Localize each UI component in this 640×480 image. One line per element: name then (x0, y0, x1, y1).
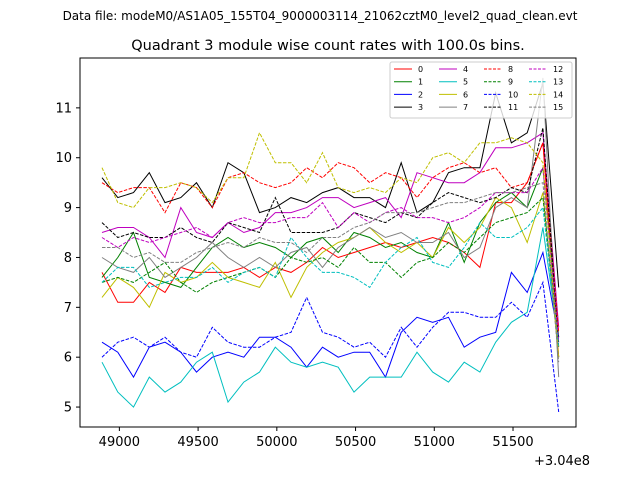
legend-frame (389, 61, 573, 119)
figure-suptitle: Data file: modeM0/AS1A05_155T04_90000031… (63, 9, 578, 23)
legend-label-5: 5 (463, 78, 468, 87)
x-tick-label: 49000 (99, 435, 140, 450)
legend-label-12: 12 (553, 65, 563, 74)
x-tick-label: 51500 (492, 435, 533, 450)
x-tick-label: 49500 (177, 435, 218, 450)
series-line-15 (102, 182, 560, 363)
legend-label-3: 3 (418, 103, 423, 112)
series-line-6 (101, 192, 560, 358)
series-line-3 (101, 82, 560, 288)
series-line-12 (101, 166, 560, 343)
series-line-11 (101, 127, 560, 348)
series-line-10 (101, 280, 560, 413)
legend-label-13: 13 (553, 78, 563, 87)
legend-label-0: 0 (418, 65, 423, 74)
x-tick-label: 51000 (414, 435, 455, 450)
legend-label-6: 6 (463, 90, 468, 99)
series-line-7 (101, 77, 560, 378)
chart-title: Quadrant 3 module wise count rates with … (131, 38, 525, 54)
series-line-2 (101, 250, 560, 379)
legend-label-14: 14 (553, 90, 563, 99)
x-tick-label: 50000 (256, 435, 297, 450)
series-line-1 (101, 167, 560, 338)
y-tick-label: 6 (64, 351, 72, 366)
legend-label-1: 1 (418, 78, 423, 87)
series-line-8 (101, 142, 560, 333)
legend-label-7: 7 (463, 103, 468, 112)
series-line-13 (101, 206, 560, 348)
y-axis: 5 6 7 8 9 10 11 (55, 101, 80, 416)
legend-label-9: 9 (508, 78, 513, 87)
series-line-14 (101, 131, 560, 358)
series-line-0 (101, 142, 560, 358)
y-tick-label: 5 (64, 401, 72, 416)
series-line-5 (101, 227, 560, 408)
series-layer (101, 77, 560, 413)
legend-label-2: 2 (418, 90, 423, 99)
legend-label-4: 4 (463, 65, 468, 74)
x-tick-label: 50500 (335, 435, 376, 450)
y-tick-label: 11 (55, 101, 72, 116)
legend-label-10: 10 (508, 90, 518, 99)
series-line-4 (101, 131, 560, 328)
legend-label-11: 11 (508, 103, 518, 112)
legend-label-15: 15 (553, 103, 563, 112)
legend-label-8: 8 (508, 65, 513, 74)
y-tick-label: 9 (64, 201, 72, 216)
plot-frame (79, 57, 577, 428)
y-tick-label: 8 (64, 251, 72, 266)
y-tick-label: 10 (55, 151, 72, 166)
x-axis: 49000 49500 50000 50500 51000 51500 (99, 427, 534, 450)
x-axis-offset-label: +3.04e8 (534, 454, 590, 469)
series-line-9 (101, 196, 560, 343)
y-tick-label: 7 (64, 301, 72, 316)
